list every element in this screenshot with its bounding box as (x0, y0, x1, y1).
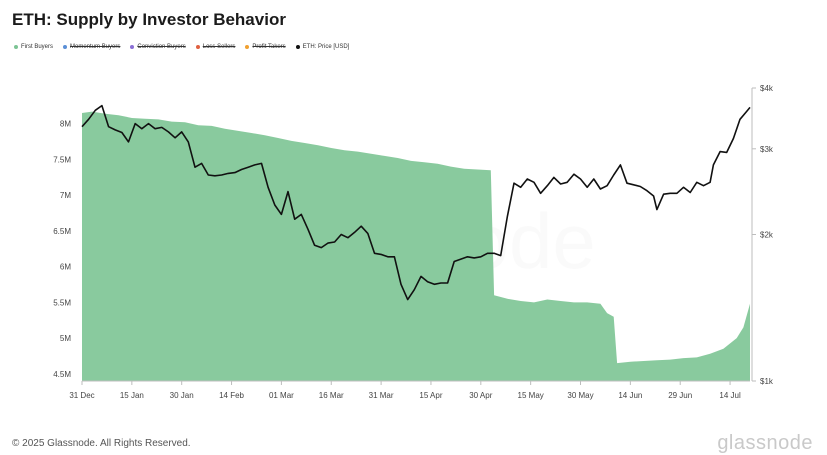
legend-swatch (14, 45, 18, 49)
legend-swatch (195, 45, 200, 49)
legend-swatch (295, 45, 300, 49)
legend-item-5[interactable]: ETH: Price [USD] (295, 44, 350, 50)
x-tick-label: 31 Mar (369, 391, 394, 400)
chart-title: ETH: Supply by Investor Behavior (12, 10, 286, 29)
y-right-tick-label: $1k (760, 377, 774, 386)
y-left-tick-label: 7M (60, 191, 71, 200)
chart-legend: First Buyers Momentum Buyers Conviction Bu… (14, 44, 349, 50)
legend-item-4[interactable]: Profit Takers (245, 44, 286, 50)
copyright-footer: © 2025 Glassnode. All Rights Reserved. (12, 438, 191, 449)
x-tick-label: 14 Jun (618, 391, 642, 400)
axes-layer: 31 Dec 15 Jan 30 Jan 14 Feb 01 Mar 16 Mar 31 M… (53, 84, 774, 400)
legend-item-2[interactable]: Conviction Buyers (130, 44, 186, 50)
y-left-tick-label: 6M (60, 263, 71, 272)
y-left-tick-label: 5.5M (53, 298, 71, 307)
y-right-tick-label: $2k (760, 231, 774, 240)
y-left-tick-label: 7.5M (53, 155, 71, 164)
legend-label: ETH: Price [USD] (302, 44, 350, 50)
x-tick-label: 16 Mar (319, 391, 344, 400)
y-left-tick-label: 8M (60, 120, 71, 129)
legend-label: Conviction Buyers (137, 44, 186, 50)
legend-label: Loss Sellers (202, 44, 236, 50)
first-buyers-area-layer (82, 111, 750, 381)
legend-label: First Buyers (21, 44, 54, 50)
y-left-tick-label: 5M (60, 334, 71, 343)
legend-label: Momentum Buyers (70, 44, 121, 50)
y-left-tick-label: 6.5M (53, 227, 71, 236)
x-tick-label: 30 Apr (469, 391, 492, 400)
x-tick-label: 15 May (518, 391, 544, 400)
eth-price-line[interactable] (81, 104, 751, 301)
y-left-tick-label: 4.5M (53, 370, 71, 379)
legend-swatch (130, 45, 135, 49)
x-tick-label: 30 May (567, 391, 593, 400)
glassnode-logo: glassnode (717, 432, 813, 454)
legend-swatch (63, 45, 68, 49)
x-tick-label: 15 Jan (120, 391, 144, 400)
legend-swatch (245, 45, 250, 49)
y-right-tick-label: $3k (760, 145, 774, 154)
eth-price-line-layer (81, 104, 751, 301)
legend-item-3[interactable]: Loss Sellers (195, 44, 236, 50)
legend-item-1[interactable]: Momentum Buyers (63, 44, 120, 50)
y-right-tick-label: $4k (760, 84, 774, 93)
first-buyers-area[interactable] (82, 111, 750, 381)
legend-label: Profit Takers (252, 44, 286, 50)
x-tick-label: 30 Jan (170, 391, 194, 400)
x-tick-label: 14 Jul (719, 391, 741, 400)
legend-item-0[interactable]: First Buyers (14, 44, 53, 50)
x-tick-label: 29 Jun (668, 391, 692, 400)
x-tick-label: 31 Dec (69, 391, 94, 400)
x-tick-label: 14 Feb (219, 391, 244, 400)
x-tick-label: 15 Apr (419, 391, 442, 400)
x-tick-label: 01 Mar (269, 391, 294, 400)
